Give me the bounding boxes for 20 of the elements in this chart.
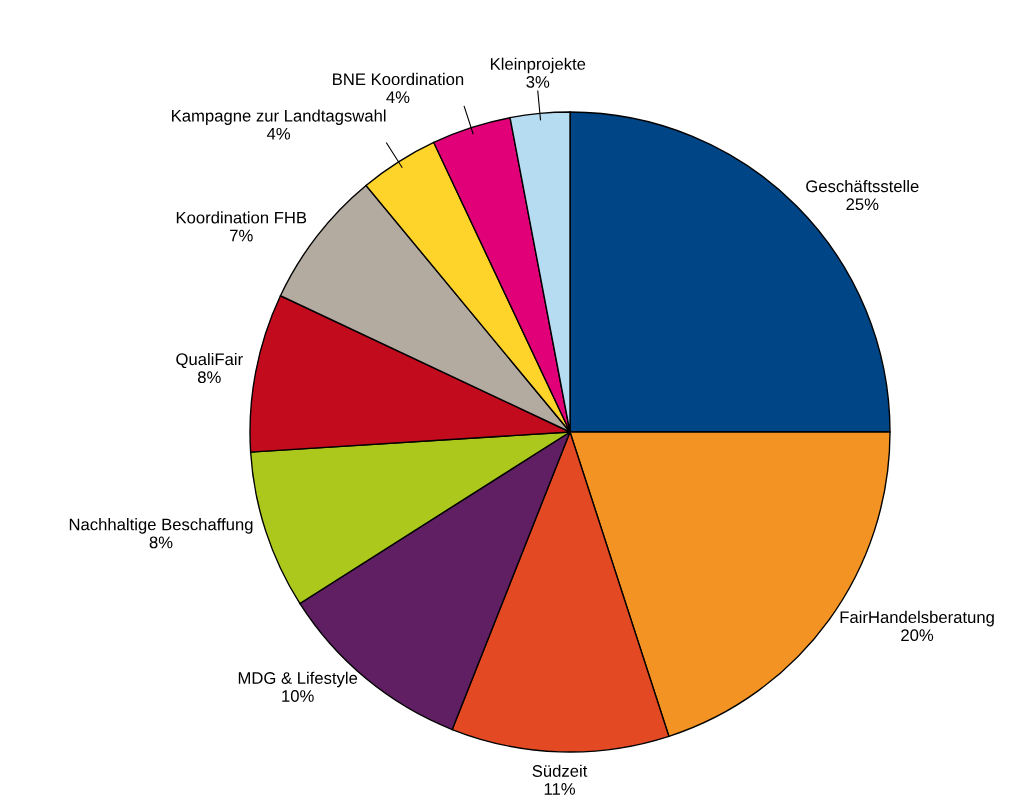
- slice-label: FairHandelsberatung: [840, 610, 994, 627]
- slice-label: BNE Koordination: [333, 72, 464, 86]
- data-label: 4%: [266, 127, 291, 140]
- data-label: 8%: [197, 371, 221, 384]
- data-label: 7%: [230, 229, 253, 242]
- slice-label: Geschäftsstelle: [806, 179, 919, 193]
- data-label: 20%: [901, 629, 934, 642]
- slice-label: Kampagne zur Landtagswahl: [172, 109, 386, 125]
- slice-label: Kleinprojekte: [490, 57, 586, 74]
- slice-label: MDG & Lifestyle: [238, 671, 358, 688]
- data-label: 25%: [846, 198, 879, 211]
- data-label: 11%: [544, 783, 576, 795]
- slice-label: QualiFair: [176, 352, 243, 369]
- slice-label: Koordination FHB: [176, 211, 307, 224]
- data-label: 8%: [149, 536, 173, 549]
- slice-label: Nachhaltige Beschaffung: [69, 518, 253, 534]
- data-label: 10%: [282, 690, 314, 702]
- data-label: 4%: [386, 91, 410, 103]
- data-label: 3%: [526, 76, 550, 88]
- slice-label: Südzeit: [532, 764, 588, 777]
